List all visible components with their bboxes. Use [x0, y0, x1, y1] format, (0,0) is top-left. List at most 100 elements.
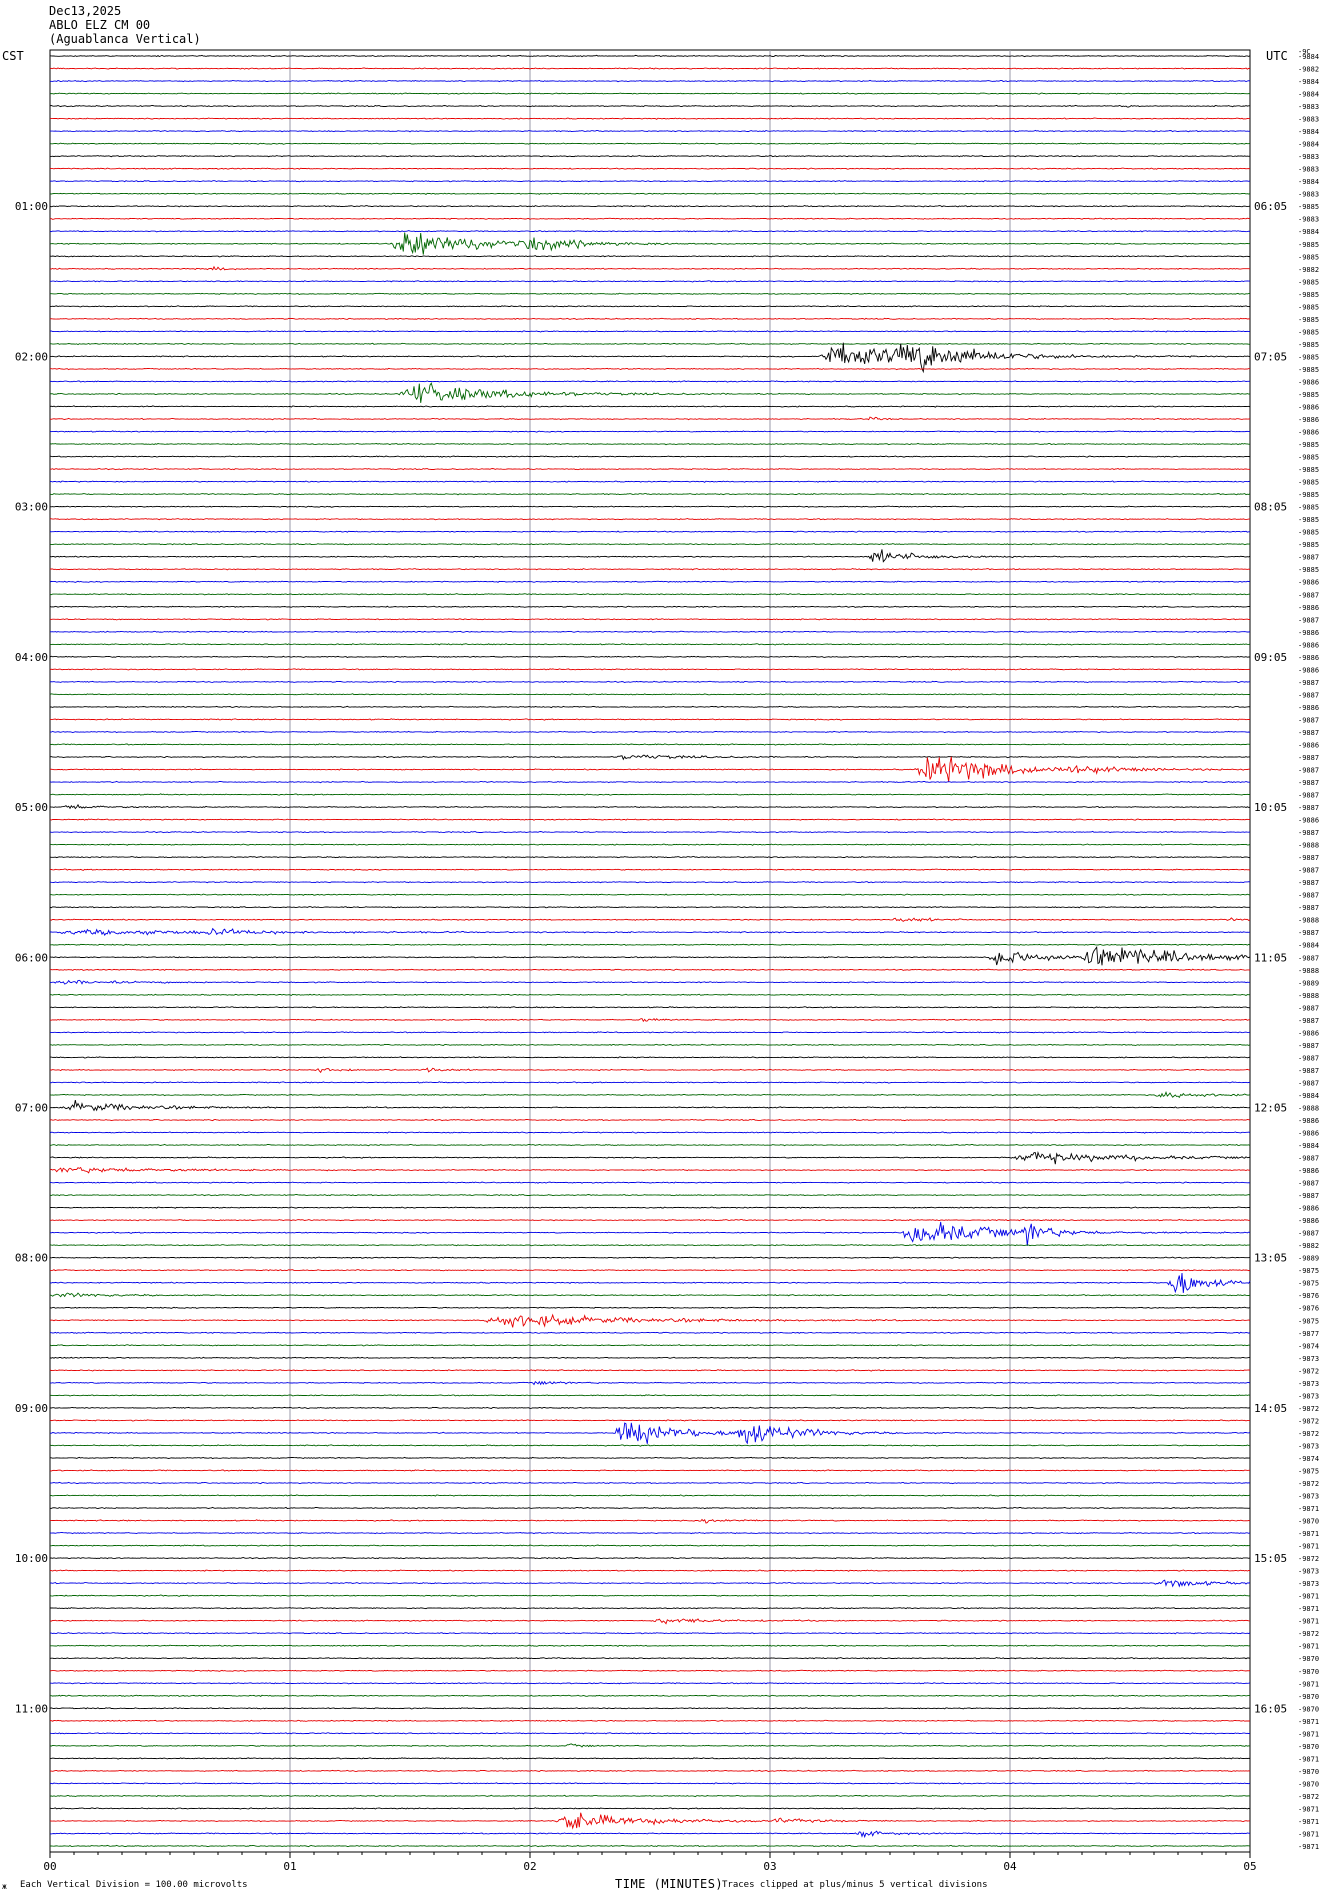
trace-line: [49, 693, 1250, 696]
trace-line: [49, 1469, 1251, 1472]
trace-line: [49, 1067, 1251, 1074]
trace-line: [49, 104, 1250, 108]
trace-line: [49, 54, 1251, 58]
right-trace-value: -9887: [1298, 904, 1319, 912]
right-trace-value: -9871: [1298, 1843, 1319, 1851]
trace-line: [49, 1118, 1251, 1122]
x-tick-label: 02: [523, 1860, 536, 1873]
right-trace-value: -9886: [1298, 604, 1319, 612]
trace-line: [49, 342, 1251, 346]
right-trace-value: -9871: [1298, 1543, 1319, 1551]
right-trace-value: -9886: [1298, 1217, 1319, 1225]
trace-line: [49, 1732, 1251, 1735]
trace-line: [50, 630, 1251, 634]
right-trace-value: -9872: [1298, 1417, 1319, 1425]
trace-line: [49, 893, 1251, 896]
trace-line: [49, 680, 1251, 683]
right-trace-value: -9875: [1298, 1467, 1319, 1475]
trace-line: [49, 780, 1250, 784]
trace-line: [49, 1043, 1251, 1046]
trace-line: [49, 330, 1251, 333]
right-trace-value: -9870: [1298, 1518, 1319, 1526]
right-trace-value: -9888: [1298, 992, 1319, 1000]
trace-line: [49, 567, 1251, 571]
right-trace-value: -9886: [1298, 666, 1319, 674]
right-value-top: -9C: [1298, 48, 1311, 56]
right-trace-value: -9887: [1298, 1067, 1319, 1075]
right-trace-value: -9887: [1298, 716, 1319, 724]
trace-line: [49, 467, 1250, 471]
right-trace-value: -9887: [1298, 1155, 1319, 1163]
right-trace-value: -9887: [1298, 1054, 1319, 1062]
trace-line: [49, 618, 1251, 621]
right-timezone-label: UTC: [1266, 49, 1288, 63]
right-trace-value: -9885: [1298, 366, 1319, 374]
left-time-label: 06:00: [15, 951, 48, 964]
right-trace-value: -9886: [1298, 741, 1319, 749]
right-trace-value: -9872: [1298, 1630, 1319, 1638]
right-trace-value: -9888: [1298, 967, 1319, 975]
right-trace-value: -9886: [1298, 654, 1319, 662]
trace-line: [49, 1031, 1251, 1034]
right-trace-value: -9873: [1298, 1392, 1319, 1400]
trace-line: [49, 305, 1251, 308]
trace-line: [50, 927, 1251, 936]
trace-line: [49, 705, 1251, 709]
right-trace-value: -9883: [1298, 116, 1319, 124]
right-trace-value: -9885: [1298, 491, 1319, 499]
trace-line: [49, 593, 1251, 596]
right-trace-value: -9887: [1298, 1192, 1319, 1200]
trace-line: [49, 1682, 1251, 1685]
right-trace-value: -9887: [1298, 929, 1319, 937]
trace-line: [49, 1206, 1250, 1209]
right-trace-value: -9877: [1298, 1330, 1319, 1338]
trace-line: [49, 505, 1250, 508]
right-trace-value: -9886: [1298, 429, 1319, 437]
trace-line: [50, 1544, 1251, 1547]
trace-line: [49, 1419, 1251, 1422]
right-trace-value: -9884: [1298, 228, 1319, 236]
right-trace-value: -9887: [1298, 1180, 1319, 1188]
left-time-label: 08:00: [15, 1252, 48, 1265]
trace-line: [49, 1782, 1251, 1785]
trace-line: [49, 1422, 1251, 1445]
right-trace-value: -9872: [1298, 1367, 1319, 1375]
trace-line: [50, 1694, 1250, 1697]
trace-line: [49, 1394, 1251, 1397]
right-trace-value: -9875: [1298, 1267, 1319, 1275]
x-tick-label: 05: [1243, 1860, 1256, 1873]
left-time-label: 07:00: [15, 1101, 48, 1114]
right-time-label: 11:05: [1254, 951, 1287, 964]
left-time-label: 09:00: [15, 1402, 48, 1415]
right-trace-value: -9870: [1298, 1705, 1319, 1713]
right-trace-value: -9871: [1298, 1643, 1319, 1651]
trace-line: [49, 917, 1251, 922]
right-trace-value: -9882: [1298, 66, 1319, 74]
trace-line: [49, 1844, 1251, 1848]
station-location: (Aguablanca Vertical): [49, 32, 201, 46]
right-trace-value: -9885: [1298, 203, 1319, 211]
trace-line: [49, 1719, 1251, 1723]
right-time-label: 12:05: [1254, 1101, 1287, 1114]
right-time-label: 16:05: [1254, 1702, 1287, 1715]
trace-line: [49, 405, 1251, 408]
trace-line: [50, 367, 1251, 371]
trace-line: [49, 549, 1251, 563]
right-trace-value: -9874: [1298, 1455, 1319, 1463]
trace-line: [49, 945, 1251, 966]
right-trace-value: -9873: [1298, 1568, 1319, 1576]
right-trace-value: -9873: [1298, 1442, 1319, 1450]
right-trace-value: -9870: [1298, 1780, 1319, 1788]
right-trace-value: -9887: [1298, 879, 1319, 887]
trace-line: [49, 905, 1250, 909]
right-trace-value: -9886: [1298, 1130, 1319, 1138]
right-trace-value: -9884: [1298, 91, 1319, 99]
trace-line: [49, 1313, 1251, 1328]
right-time-label: 15:05: [1254, 1552, 1287, 1565]
right-time-label: 09:05: [1254, 651, 1287, 664]
x-tick-label: 01: [283, 1860, 296, 1873]
x-axis-label: TIME (MINUTES): [615, 1877, 724, 1891]
clip-note: Traces clipped at plus/minus 5 vertical …: [722, 1880, 988, 1890]
trace-line: [49, 1707, 1251, 1710]
trace-line: [49, 67, 1251, 70]
